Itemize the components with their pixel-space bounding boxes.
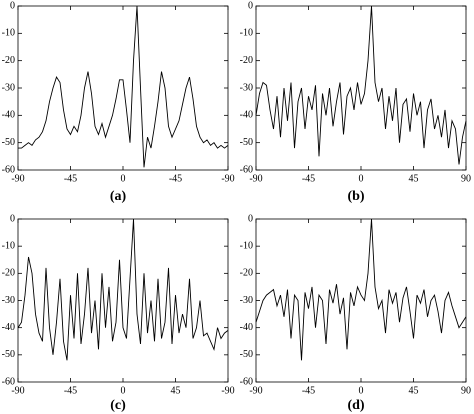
y-tick-label: -40 [2,110,15,121]
x-tick-label: 90 [461,173,471,184]
x-tick-label: -90 [249,173,262,184]
x-tick-label: 0 [359,385,364,396]
x-tick-label: -45 [169,173,182,184]
y-tick-label: -10 [240,240,253,251]
y-tick-label: -20 [240,55,253,66]
y-tick-label: 0 [248,0,253,11]
y-tick-label: -40 [2,322,15,333]
y-tick-label: 0 [10,213,15,224]
plot-frame [17,218,229,383]
x-tick-label: -45 [64,173,77,184]
y-tick-label: -10 [2,240,15,251]
y-tick-label: -20 [2,55,15,66]
data-line [17,218,229,361]
y-tick-label: -60 [240,376,253,387]
plot-frame [255,218,467,383]
caption: (c) [110,398,126,413]
y-tick-label: 0 [10,0,15,11]
x-tick-label: -45 [302,385,315,396]
x-tick-label: -90 [11,385,24,396]
plot-frame [17,5,229,171]
y-tick-label: -40 [240,322,253,333]
y-tick-label: -40 [240,110,253,121]
y-tick-label: -30 [2,295,15,306]
x-tick-label: 0 [121,173,126,184]
y-tick-label: -60 [2,376,15,387]
x-tick-label: 45 [409,385,419,396]
y-tick-label: -30 [240,82,253,93]
plot-frame [255,5,467,171]
y-tick-label: -30 [240,295,253,306]
y-tick-label: -50 [240,137,253,148]
x-tick-label: 45 [171,385,181,396]
y-tick-label: -20 [240,268,253,279]
x-tick-label: 0 [359,173,364,184]
x-tick-label: 0 [121,385,126,396]
x-tick-label: 45 [409,173,419,184]
data-line [255,5,467,165]
caption: (a) [110,189,127,204]
caption: (d) [347,398,364,413]
y-tick-label: -60 [240,164,253,175]
y-tick-label: -10 [2,28,15,39]
y-tick-label: -50 [2,349,15,360]
y-tick-label: -30 [2,82,15,93]
x-tick-label: -45 [302,173,315,184]
data-line [255,218,467,361]
x-tick-label: -90 [11,173,24,184]
y-tick-label: -20 [2,268,15,279]
caption: (b) [347,189,364,204]
y-tick-label: 0 [248,213,253,224]
data-line [18,5,229,168]
y-tick-label: -60 [2,164,15,175]
x-tick-label: -90 [221,173,234,184]
x-tick-label: 90 [461,385,471,396]
y-tick-label: -50 [2,137,15,148]
x-tick-label: -90 [249,385,262,396]
y-tick-label: -50 [240,349,253,360]
y-tick-label: -10 [240,28,253,39]
x-tick-label: -45 [64,385,77,396]
x-tick-label: -90 [221,385,234,396]
